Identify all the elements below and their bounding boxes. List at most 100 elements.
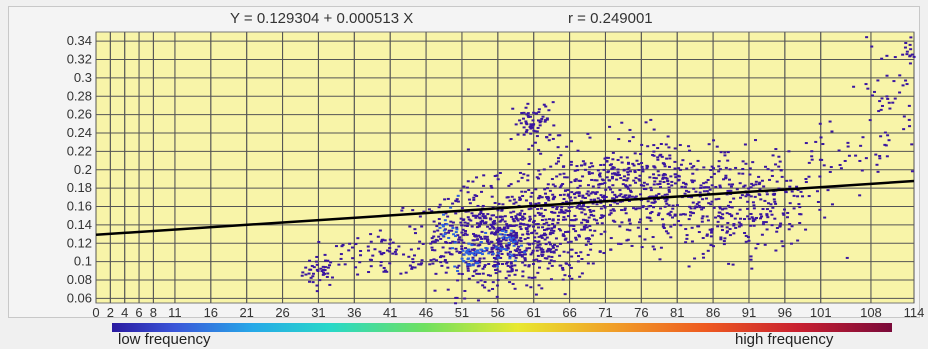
data-point	[448, 241, 452, 244]
data-point	[525, 247, 529, 250]
data-point	[739, 223, 743, 226]
data-point	[779, 222, 783, 225]
data-point	[859, 144, 863, 147]
data-point	[558, 211, 562, 214]
data-point	[758, 181, 762, 184]
dense-point	[471, 264, 475, 267]
data-point	[359, 254, 363, 257]
data-point	[661, 176, 665, 179]
data-point	[539, 120, 543, 123]
data-point	[747, 187, 751, 190]
data-point	[494, 263, 498, 266]
data-point	[315, 255, 319, 258]
data-point	[758, 188, 762, 191]
data-point	[631, 162, 635, 165]
data-point	[515, 218, 519, 221]
data-point	[447, 231, 451, 234]
data-point	[539, 207, 543, 210]
data-point	[600, 216, 604, 219]
data-point	[684, 228, 688, 231]
data-point	[492, 223, 496, 226]
data-point	[413, 232, 417, 235]
data-point	[774, 163, 778, 166]
data-point	[880, 104, 884, 107]
data-point	[901, 84, 905, 87]
data-point	[615, 196, 619, 199]
data-point	[589, 198, 593, 201]
data-point	[696, 225, 700, 228]
data-point	[549, 278, 553, 281]
data-point	[905, 83, 909, 86]
x-tick-label: 91	[742, 305, 756, 320]
data-point	[697, 231, 701, 234]
data-point	[529, 125, 533, 128]
data-point	[710, 231, 714, 234]
data-point	[521, 215, 525, 218]
data-point	[535, 135, 539, 138]
data-point	[476, 265, 480, 268]
data-point	[619, 156, 623, 159]
data-point	[542, 168, 546, 171]
data-point	[466, 191, 470, 194]
data-point	[550, 264, 554, 267]
data-point	[624, 185, 628, 188]
data-point	[586, 190, 590, 193]
data-point	[434, 272, 438, 275]
data-point	[618, 194, 622, 197]
data-point	[588, 224, 592, 227]
data-point	[592, 214, 596, 217]
data-point	[464, 229, 468, 232]
dense-point	[470, 252, 474, 255]
data-point	[445, 261, 449, 264]
data-point	[547, 241, 551, 244]
data-point	[616, 159, 620, 162]
data-point	[757, 193, 761, 196]
y-tick-label: 0.14	[67, 217, 92, 232]
data-point	[445, 241, 449, 244]
data-point	[804, 181, 808, 184]
data-point	[359, 249, 363, 252]
data-point	[483, 264, 487, 267]
data-point	[570, 191, 574, 194]
dense-point	[469, 259, 473, 262]
data-point	[521, 117, 525, 120]
data-point	[477, 272, 481, 275]
data-point	[718, 184, 722, 187]
data-point	[784, 191, 788, 194]
data-point	[378, 250, 382, 253]
data-point	[311, 275, 315, 278]
data-point	[780, 175, 784, 178]
regression-line	[95, 179, 915, 236]
data-point	[652, 248, 656, 251]
data-point	[652, 201, 656, 204]
data-point	[506, 225, 510, 228]
data-point	[787, 228, 791, 231]
data-point	[479, 210, 483, 213]
data-point	[752, 220, 756, 223]
dense-point	[504, 231, 508, 234]
data-point	[529, 207, 533, 210]
data-point	[537, 149, 541, 152]
data-point	[893, 97, 897, 100]
data-point	[518, 119, 522, 122]
data-point	[553, 211, 557, 214]
data-point	[513, 249, 517, 252]
data-point	[592, 209, 596, 212]
dense-point	[461, 249, 465, 252]
data-point	[471, 274, 475, 277]
data-point	[590, 172, 594, 175]
data-point	[517, 245, 521, 248]
data-point	[602, 194, 606, 197]
data-point	[752, 207, 756, 210]
data-point	[852, 85, 856, 88]
data-point	[522, 126, 526, 129]
data-point	[726, 159, 730, 162]
data-point	[432, 235, 436, 238]
data-point	[678, 144, 682, 147]
data-point	[688, 149, 692, 152]
data-point	[454, 199, 458, 202]
data-point	[480, 230, 484, 233]
data-point	[521, 261, 525, 264]
data-point	[663, 205, 667, 208]
data-point	[478, 261, 482, 264]
